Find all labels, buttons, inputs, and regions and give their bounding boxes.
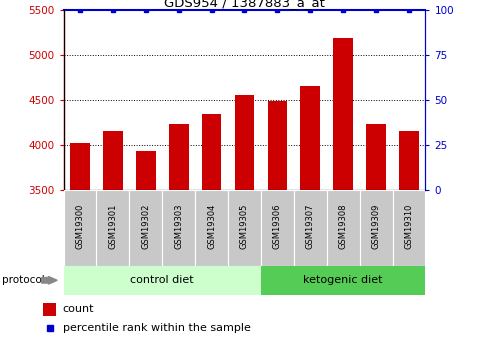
Text: GSM19306: GSM19306 bbox=[272, 204, 281, 249]
Bar bbox=[43, 303, 56, 316]
Bar bbox=[359, 190, 392, 266]
Bar bbox=[168, 124, 188, 190]
Bar bbox=[195, 190, 227, 266]
Text: GSM19303: GSM19303 bbox=[174, 204, 183, 249]
Text: percentile rank within the sample: percentile rank within the sample bbox=[62, 324, 250, 333]
Bar bbox=[261, 190, 293, 266]
Text: GSM19304: GSM19304 bbox=[207, 204, 216, 249]
Bar bbox=[103, 131, 122, 190]
Bar bbox=[63, 190, 96, 266]
Text: GSM19310: GSM19310 bbox=[404, 204, 413, 249]
Bar bbox=[63, 266, 261, 295]
Text: control diet: control diet bbox=[130, 275, 194, 285]
Text: GSM19309: GSM19309 bbox=[371, 204, 380, 249]
Text: GSM19305: GSM19305 bbox=[240, 204, 248, 249]
Bar bbox=[326, 190, 359, 266]
Bar bbox=[267, 101, 286, 190]
Bar bbox=[398, 131, 418, 190]
Bar bbox=[227, 190, 261, 266]
Text: count: count bbox=[62, 304, 94, 314]
Bar bbox=[234, 95, 254, 190]
Text: GSM19301: GSM19301 bbox=[108, 204, 117, 249]
Bar bbox=[202, 115, 221, 190]
Bar bbox=[366, 124, 385, 190]
Bar bbox=[129, 190, 162, 266]
Text: GSM19302: GSM19302 bbox=[141, 204, 150, 249]
Bar bbox=[300, 86, 320, 190]
Bar bbox=[70, 143, 90, 190]
Text: ketogenic diet: ketogenic diet bbox=[303, 275, 382, 285]
Text: GSM19308: GSM19308 bbox=[338, 204, 347, 249]
Bar bbox=[293, 190, 326, 266]
Bar bbox=[162, 190, 195, 266]
Text: GSM19307: GSM19307 bbox=[305, 204, 314, 249]
Bar bbox=[261, 266, 425, 295]
Title: GDS954 / 1387883_a_at: GDS954 / 1387883_a_at bbox=[164, 0, 324, 9]
Bar bbox=[136, 151, 155, 190]
Bar bbox=[392, 190, 425, 266]
Text: protocol: protocol bbox=[2, 275, 45, 285]
Text: GSM19300: GSM19300 bbox=[75, 204, 84, 249]
Bar bbox=[333, 38, 352, 190]
Bar bbox=[96, 190, 129, 266]
